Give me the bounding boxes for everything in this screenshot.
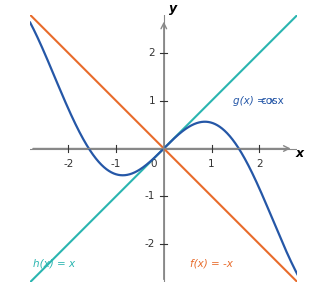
Text: f(x) = -x: f(x) = -x — [190, 258, 233, 268]
Text: -2: -2 — [63, 159, 74, 169]
Text: -1: -1 — [111, 159, 121, 169]
Text: cosx: cosx — [261, 96, 285, 105]
Text: h(x) = x: h(x) = x — [32, 258, 75, 268]
Text: 1: 1 — [149, 96, 155, 106]
Text: y: y — [168, 2, 177, 15]
Text: 2: 2 — [149, 48, 155, 58]
Text: 2: 2 — [256, 159, 263, 169]
Text: -1: -1 — [145, 191, 155, 201]
Text: x: x — [296, 147, 304, 160]
Text: -2: -2 — [145, 239, 155, 249]
Text: 1: 1 — [208, 159, 215, 169]
Text: 0: 0 — [150, 159, 157, 169]
Text: g(x) = x: g(x) = x — [233, 96, 275, 105]
